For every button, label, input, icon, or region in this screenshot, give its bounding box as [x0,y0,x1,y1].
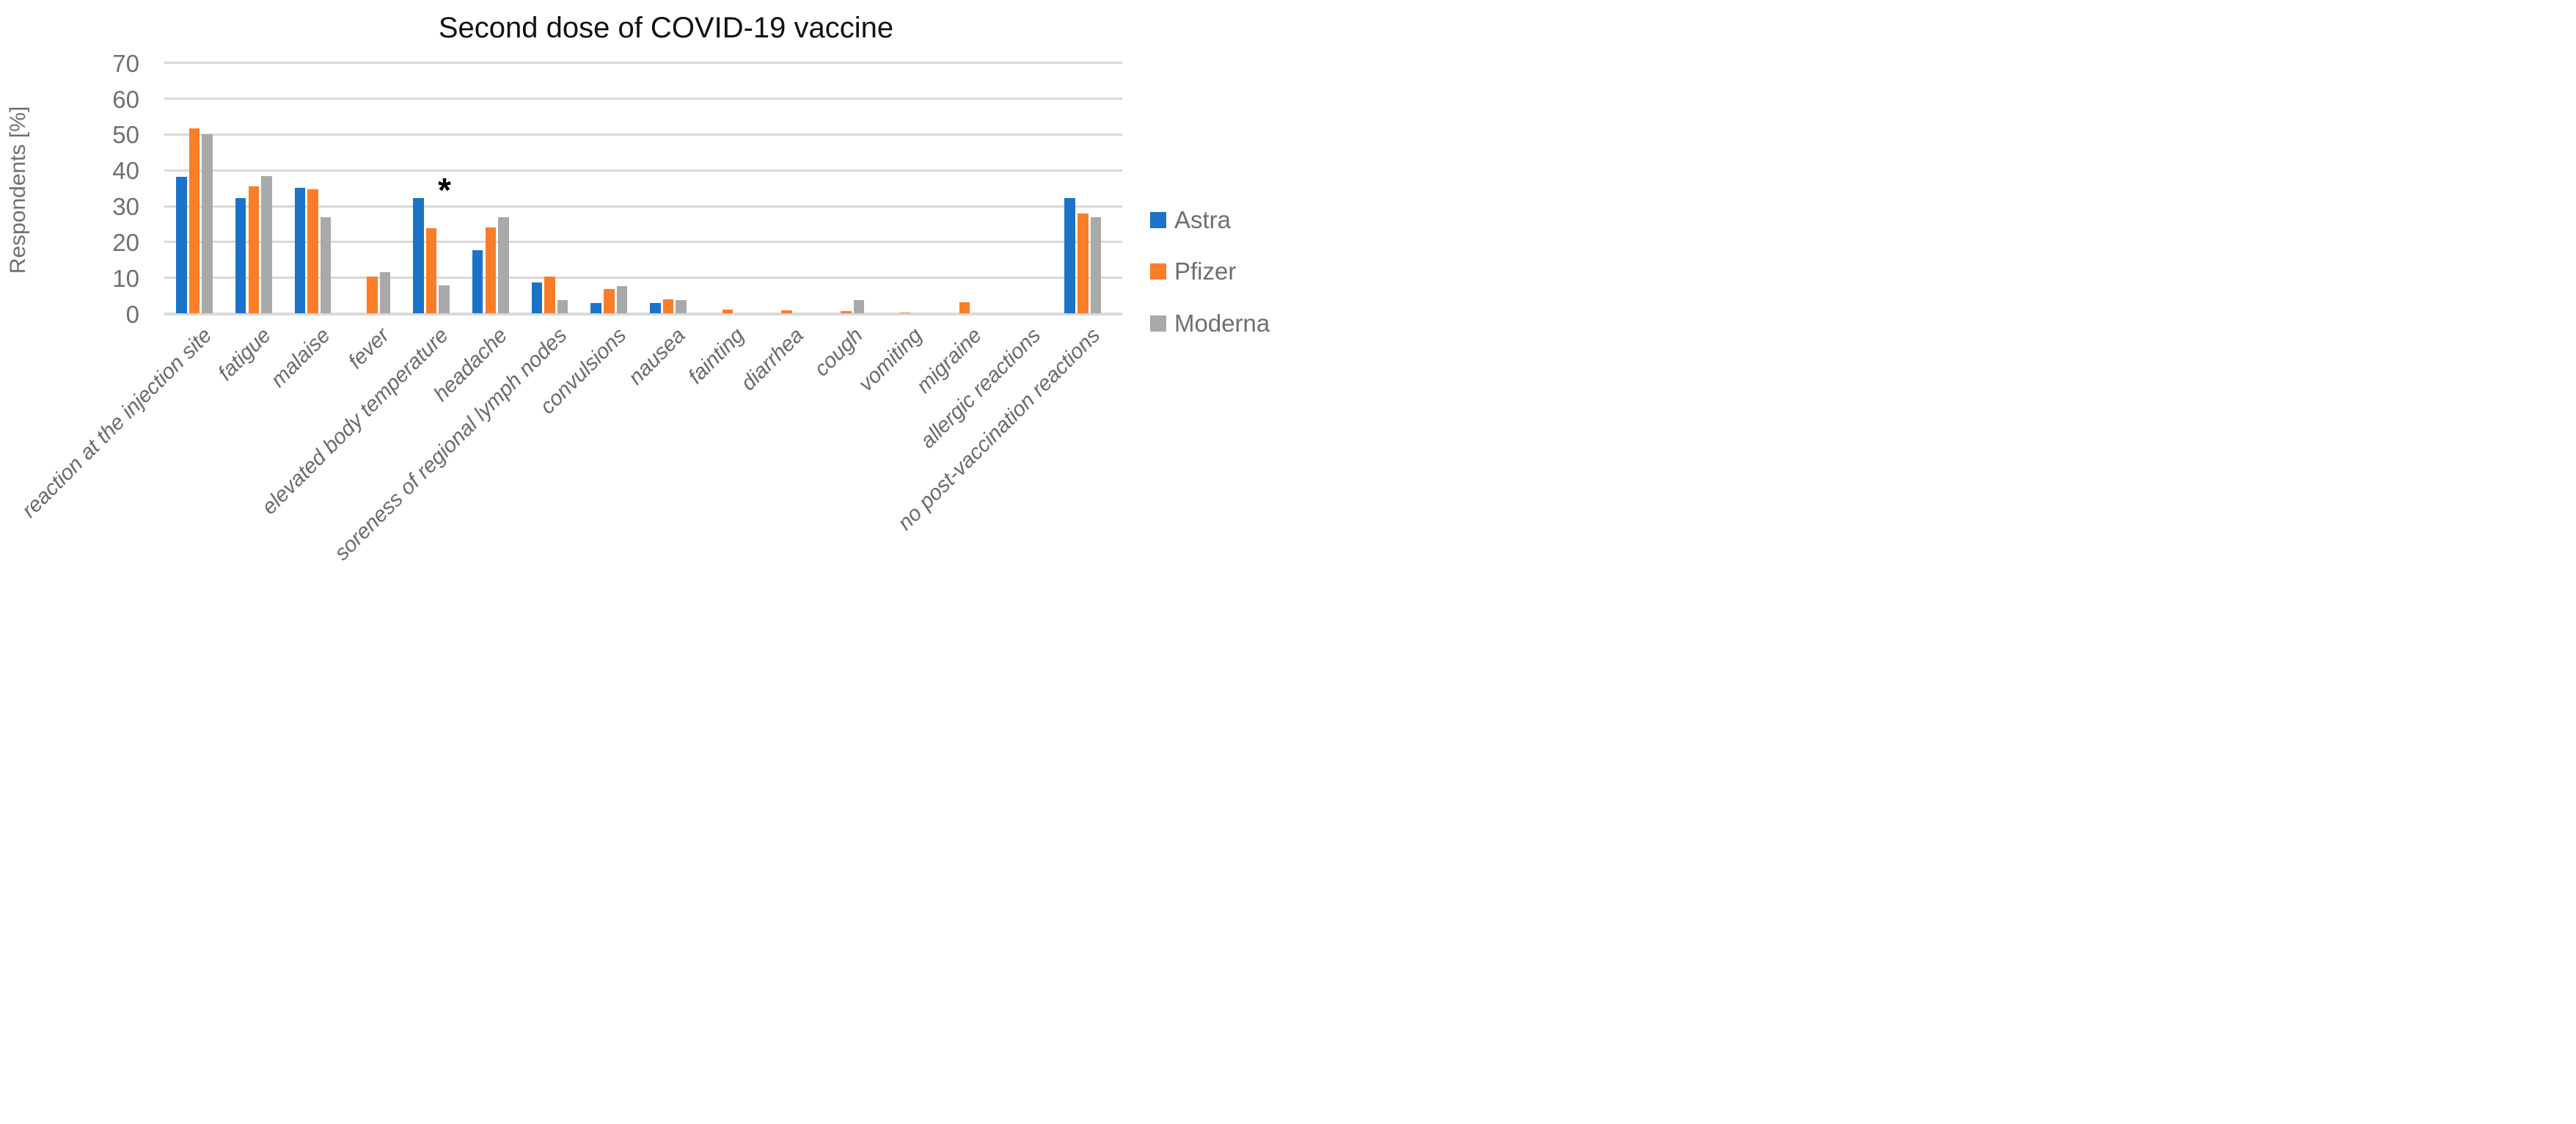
chart-title: Second dose of COVID-19 vaccine [438,12,894,44]
bar-astra-5 [413,198,424,314]
legend-label-astra: Astra [1174,206,1232,233]
gridline-50 [164,133,1122,136]
bar-pfizer-11 [781,310,792,314]
y-tick-label-70: 70 [112,49,139,77]
bar-astra-8 [590,303,601,314]
bar-pfizer-14 [959,302,970,314]
x-category-label: malaise [266,324,335,393]
bar-astra-7 [531,282,543,314]
gridline-10 [164,277,1122,280]
gridline-30 [164,205,1122,208]
bar-astra-2 [235,197,246,314]
gridline-20 [164,241,1122,244]
bar-astra-6 [472,250,483,314]
bar-pfizer-1 [189,128,200,314]
bar-astra-1 [176,176,187,314]
significance-asterisk: * [438,171,451,209]
bar-pfizer-3 [307,189,318,314]
y-tick-label-20: 20 [112,228,139,256]
bar-moderna-16 [1090,217,1102,314]
y-axis-title: Respondents [%] [6,106,30,274]
bar-pfizer-4 [367,276,378,314]
bar-pfizer-16 [1077,214,1088,314]
bar-moderna-9 [676,299,687,314]
legend-swatch-astra [1150,212,1166,228]
bar-pfizer-5 [425,228,437,314]
y-tick-label-60: 60 [112,85,139,113]
x-category-label: nausea [623,324,690,390]
y-tick-label-40: 40 [112,157,139,185]
bar-moderna-4 [379,272,391,314]
gridline-70 [164,62,1122,65]
bar-pfizer-12 [841,310,852,314]
x-category-label: fever [343,324,394,374]
bar-pfizer-2 [248,186,259,314]
y-tick-label-10: 10 [112,264,139,292]
bar-moderna-8 [616,285,628,314]
bar-astra-9 [650,303,661,314]
bar-pfizer-7 [544,276,555,314]
bar-moderna-2 [261,175,272,314]
bar-moderna-7 [557,299,568,314]
bar-astra-3 [294,187,306,314]
legend-label-moderna: Moderna [1174,310,1270,337]
y-tick-label-50: 50 [112,121,139,149]
bar-moderna-3 [320,216,332,314]
bar-moderna-5 [439,285,450,314]
bar-astra-16 [1064,197,1075,314]
gridline-0 [164,313,1122,315]
legend-label-pfizer: Pfizer [1174,258,1237,285]
bar-moderna-1 [202,134,213,314]
bar-pfizer-9 [662,299,674,314]
x-category-label: fatigue [213,324,276,386]
bar-moderna-12 [853,299,865,314]
chart-container: Second dose of COVID-19 vaccine Responde… [0,0,1288,562]
x-category-label: reaction at the injection site [17,324,216,523]
legend-swatch-moderna [1150,315,1166,332]
gridline-60 [164,98,1122,101]
bar-moderna-6 [498,217,509,314]
gridline-40 [164,169,1122,172]
bar-pfizer-6 [485,227,496,314]
bar-pfizer-8 [604,289,615,314]
y-tick-label-0: 0 [125,300,139,328]
legend-swatch-pfizer [1150,263,1166,280]
y-tick-label-30: 30 [112,193,139,221]
x-category-label: diarrhea [736,324,809,395]
bar-pfizer-10 [722,309,733,314]
